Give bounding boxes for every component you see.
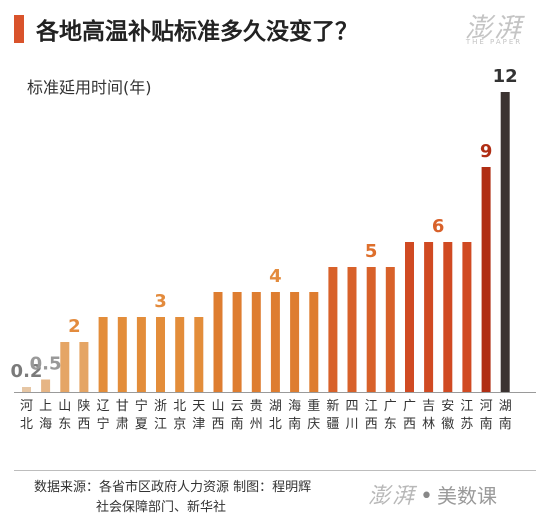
bar-云南	[232, 292, 242, 392]
bar-甘肃	[117, 317, 127, 392]
x-tick-label-浙江: 浙江	[154, 399, 167, 432]
x-tick-label-山西: 山西	[211, 399, 224, 432]
source-note: 数据来源：各省市区政府人力资源 制图：程明辉 社会保障部门、新华社	[34, 478, 311, 518]
x-tick-label-天津: 天津	[192, 399, 205, 432]
chart-title: 各地高温补贴标准多久没变了？	[36, 19, 358, 45]
footer-logo-brand: 澎湃	[368, 484, 417, 509]
bar-辽宁	[98, 317, 108, 392]
bar-山西	[213, 292, 223, 392]
x-tick-label-云南: 云南	[231, 399, 244, 432]
x-tick-label-江苏: 江苏	[460, 399, 473, 432]
bar-海南	[290, 292, 300, 392]
bar-北京	[175, 317, 185, 392]
value-label-0.5: 0.5	[30, 354, 62, 375]
x-tick-label-陕西: 陕西	[77, 399, 90, 432]
bar-河南	[481, 167, 491, 392]
bar-广西	[405, 242, 414, 392]
value-label-0.2: 0.2	[11, 361, 43, 382]
bar-浙江	[156, 317, 165, 392]
value-label-2: 2	[68, 316, 81, 337]
bar-宁夏	[136, 317, 146, 392]
bar-天津	[194, 317, 204, 392]
x-tick-label-河南: 河南	[480, 399, 493, 432]
value-label-9: 9	[480, 141, 493, 162]
x-tick-label-吉林: 吉林	[422, 399, 435, 432]
logo-subtext: THE PAPER	[465, 38, 523, 46]
x-tick-label-新疆: 新疆	[326, 398, 339, 432]
x-tick-label-河北: 河北	[20, 399, 33, 432]
bar-上海	[41, 379, 51, 392]
bar-贵州	[251, 292, 261, 392]
x-tick-label-湖南: 湖南	[499, 399, 512, 432]
value-label-6: 6	[432, 216, 445, 237]
footer-logo-dot: •	[420, 484, 433, 509]
bar-湖北	[270, 292, 280, 392]
bar-山东	[60, 342, 70, 392]
source-line-2: 社会保障部门、新华社	[96, 500, 227, 515]
value-label-5: 5	[365, 241, 378, 262]
x-tick-label-安徽: 安徽	[441, 399, 454, 432]
x-tick-label-四川: 四川	[345, 399, 358, 432]
value-label-3: 3	[154, 291, 167, 312]
x-tick-label-上海: 上海	[39, 399, 52, 432]
y-axis-label: 标准延用时间(年)	[27, 78, 152, 97]
bar-湖南	[500, 92, 510, 392]
bar-四川	[347, 267, 357, 392]
x-tick-label-广东: 广东	[384, 399, 397, 432]
bar-重庆	[309, 292, 319, 392]
logo: 澎湃 THE PAPER	[454, 6, 534, 50]
value-label-12: 12	[493, 66, 518, 87]
logo-text: 澎湃	[465, 13, 523, 44]
bar-chart: 河北上海山东陕西辽宁甘肃宁夏浙江北京天津山西云南贵州湖北海南重庆新疆四川江西广东…	[11, 66, 536, 432]
x-tick-label-广西: 广西	[403, 399, 416, 432]
bar-江西	[366, 267, 376, 392]
source-line-1: 数据来源：各省市区政府人力资源 制图：程明辉	[34, 480, 312, 495]
title-accent-bar	[14, 15, 24, 43]
x-tick-label-辽宁: 辽宁	[97, 399, 110, 432]
bar-吉林	[424, 242, 434, 392]
footer-logo: 澎湃 • 美数课	[368, 478, 497, 510]
footer-logo-sub: 美数课	[437, 484, 497, 508]
bar-安徽	[443, 242, 453, 392]
x-tick-label-海南: 海南	[288, 399, 301, 432]
x-tick-label-江西: 江西	[365, 399, 378, 432]
x-tick-label-山东: 山东	[58, 399, 71, 432]
value-label-4: 4	[269, 266, 282, 287]
bar-新疆	[328, 267, 338, 392]
bar-广东	[385, 267, 395, 392]
x-tick-label-甘肃: 甘肃	[116, 399, 129, 432]
footer-divider	[14, 470, 536, 471]
bar-河北	[22, 387, 31, 392]
x-tick-label-湖北: 湖北	[269, 399, 282, 432]
x-tick-label-贵州: 贵州	[250, 399, 263, 432]
bar-陕西	[79, 342, 89, 392]
x-tick-label-重庆: 重庆	[307, 398, 320, 432]
bar-江苏	[462, 242, 472, 392]
x-tick-label-宁夏: 宁夏	[135, 398, 148, 432]
x-tick-label-北京: 北京	[173, 399, 186, 432]
